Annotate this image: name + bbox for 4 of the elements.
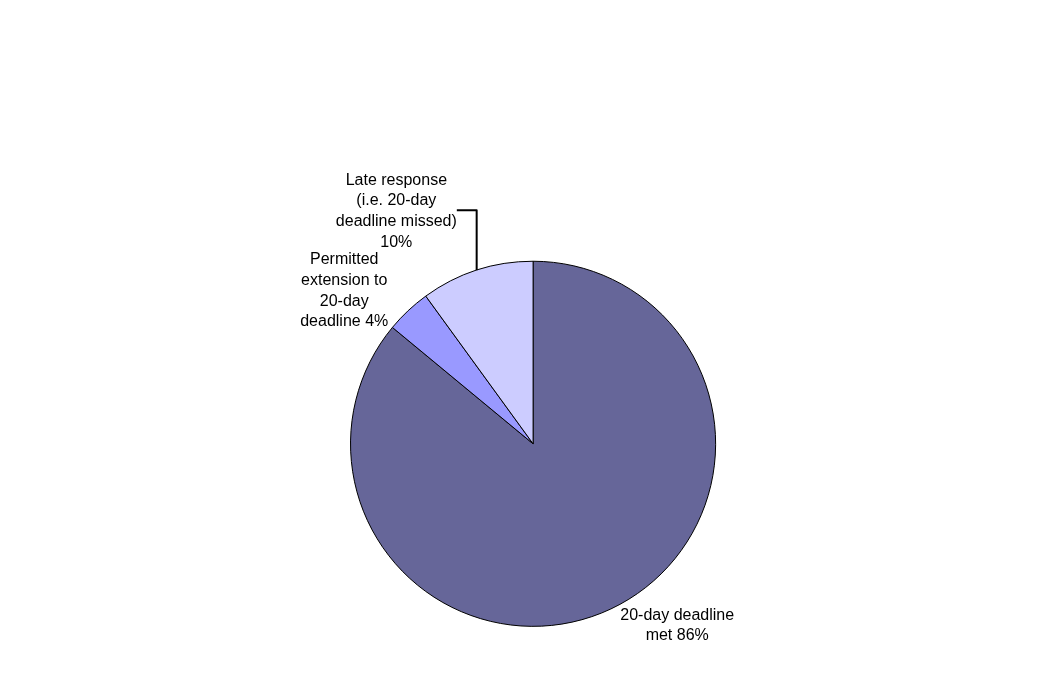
data-label: 10% bbox=[380, 232, 413, 250]
slice-label: Late response (i.e. 20-day deadline missed) bbox=[335, 170, 457, 230]
slice-label: Permitted extension to 20-day deadline 4% bbox=[300, 249, 389, 330]
slice-label: 20-day deadline met 86% bbox=[620, 605, 735, 644]
